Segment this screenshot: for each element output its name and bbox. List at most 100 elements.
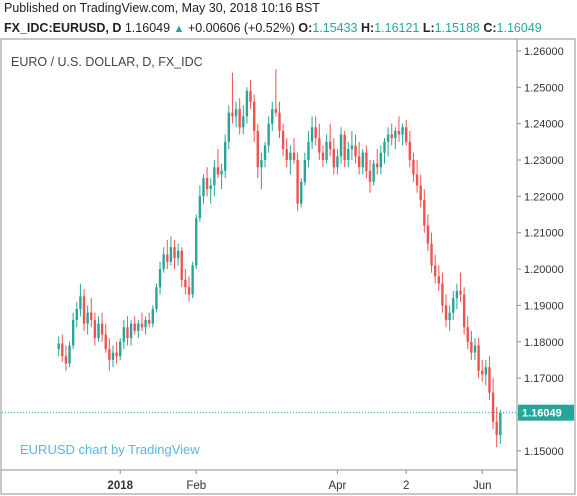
candle-body [234,109,238,117]
candle [213,159,216,197]
candle [415,159,419,193]
candle [437,265,440,291]
candle [495,407,498,448]
candle [419,174,422,208]
candle-body [383,141,386,153]
candle [444,294,448,328]
candle-body [361,152,364,168]
candle-body [71,319,75,346]
candle-body [104,334,107,350]
candle [75,301,78,328]
candle [347,141,350,168]
candle-body [231,112,234,117]
candle [296,152,299,211]
price-tick-label: 1.17000 [524,373,564,385]
candle [256,123,259,179]
candle-body [296,159,299,204]
candle-body [441,283,444,306]
candle-body [470,341,473,353]
open-value: 1.15433 [312,21,358,35]
candle-body [415,174,419,186]
candle-body [314,127,317,139]
candle [61,334,64,362]
candle-body [238,109,241,128]
candle-body [249,90,252,102]
candle [166,239,169,270]
candle [231,72,234,124]
candle-body [252,101,256,131]
candle [412,152,415,182]
candle [249,79,252,110]
candle [71,312,75,350]
candle-body [350,145,354,150]
candle [477,338,480,379]
price-tick-label: 1.24000 [524,119,564,131]
candle [263,141,267,168]
price-tick-label: 1.26000 [524,46,564,58]
candle [155,283,158,313]
candle-body [166,254,169,262]
up-arrow-icon: ▲ [173,23,185,35]
candle [462,287,466,335]
candle [147,312,151,328]
candle-body [495,421,498,436]
candle [354,134,357,164]
candle [122,319,126,350]
candle [332,138,335,175]
candle [292,138,296,164]
candle [195,214,198,270]
candle-body [271,109,274,124]
candle [151,305,154,328]
candles-group [57,69,502,448]
candle [79,283,82,317]
candle-body [57,343,60,350]
candle [234,101,238,128]
candle [430,232,433,273]
low-value: 1.15188 [434,21,480,35]
candle-body [61,343,64,357]
watermark: EURUSD chart by TradingView [20,442,200,457]
candlestick-chart[interactable]: 1.26000 1.25000 1.24000 1.23000 1.22000 1.210… [0,38,577,496]
candle [473,338,477,360]
candle [448,305,451,331]
symbol-header: FX_IDC:EURUSD, D 1.16049 ▲ +0.00606 (+0.… [4,21,542,35]
close-label: C: [483,21,497,35]
candle-body [274,109,278,113]
candle-body [162,254,165,270]
candle-body [187,287,191,295]
candle [274,69,278,117]
price-tick-label: 1.22000 [524,191,564,203]
price-tick-label: 1.23000 [524,155,564,167]
candle-body [147,319,151,324]
candle [198,185,202,222]
candle [300,178,303,208]
candle [386,127,390,157]
candle-body [245,90,249,117]
candle-body [336,156,339,168]
candle-body [372,163,375,182]
candle-body [325,141,328,160]
candle-body [86,312,89,324]
candle-body [405,127,408,142]
candle-body [473,345,477,353]
candle [343,130,346,168]
candle [397,116,401,142]
candle [133,316,136,335]
candle-body [444,305,448,320]
candle-body [173,247,176,259]
candle-body [491,392,495,422]
candle [184,269,187,295]
candle [368,159,372,193]
candle-body [195,218,198,266]
candle [307,130,310,168]
candle [379,145,383,175]
candle-body [477,345,480,371]
candle [144,316,147,335]
time-tick-label: 2018 [107,480,133,492]
candle [426,214,430,251]
last-price-badge [518,404,574,421]
price-tick-label: 1.18000 [524,337,564,349]
candle [452,290,455,320]
candle-body [126,327,129,339]
candle-body [180,250,183,280]
